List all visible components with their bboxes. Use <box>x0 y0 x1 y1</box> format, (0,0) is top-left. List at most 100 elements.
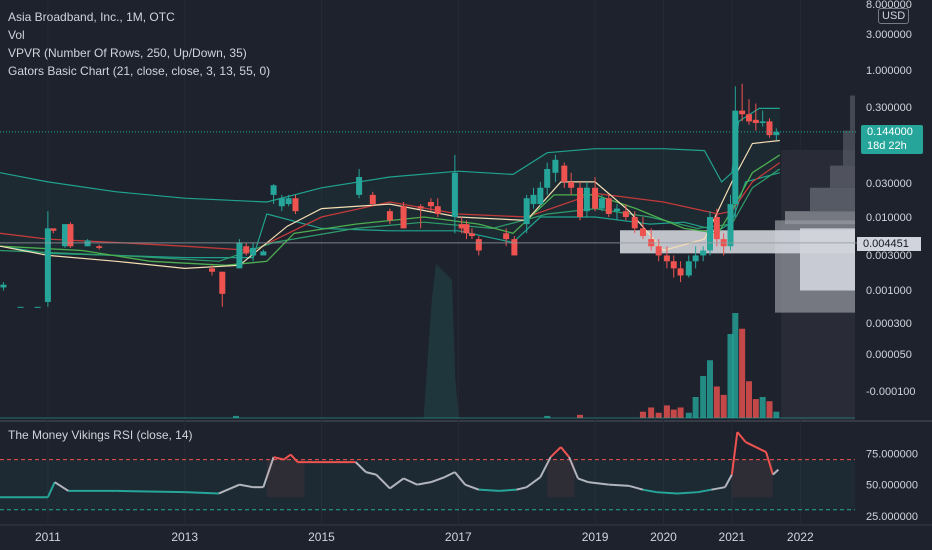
candle-body <box>752 119 759 124</box>
candle-body <box>613 208 620 212</box>
rsi-line-segment <box>417 481 432 486</box>
candle-body <box>631 217 638 229</box>
rsi-line-segment <box>403 477 418 486</box>
candle-body <box>511 239 518 256</box>
candle-body <box>568 181 575 188</box>
volume-bar <box>663 405 670 418</box>
candle-body <box>260 251 267 256</box>
rsi-overbought-shade <box>731 459 773 498</box>
volume-bar <box>745 381 752 418</box>
candle-body <box>732 110 739 205</box>
price-axis-label: 0.300000 <box>866 102 912 114</box>
candle-body <box>759 121 766 124</box>
candle-body <box>685 261 692 276</box>
candle-body <box>670 261 677 269</box>
rsi-line-segment <box>560 446 570 458</box>
volume-bar <box>739 328 746 418</box>
time-axis-label: 2017 <box>445 530 472 544</box>
candle-body <box>427 201 434 207</box>
legend-gators[interactable]: Gators Basic Chart (21, close, close, 3,… <box>8 64 271 78</box>
volume-bar <box>577 414 584 418</box>
candle-body <box>17 306 24 308</box>
volume-bar <box>700 376 707 418</box>
bar-countdown: 18d 22h <box>867 140 907 152</box>
rsi-line-segment <box>755 446 767 453</box>
candle-body <box>292 198 299 212</box>
rsi-line-segment <box>629 484 644 491</box>
candle-body <box>285 198 292 205</box>
volume-bar <box>648 407 655 418</box>
rsi-line-segment <box>289 453 299 463</box>
poc-level-tag: 0.004451 <box>857 237 921 251</box>
rsi-line-segment <box>656 491 678 495</box>
candle-body <box>250 247 257 256</box>
rsi-line-segment <box>365 471 377 476</box>
candle-body <box>458 224 465 229</box>
candle-body <box>219 271 226 294</box>
candle-body <box>561 165 568 182</box>
volume-bar <box>759 397 766 418</box>
last-price-tag: 0.144000 18d 22h <box>861 125 923 154</box>
candle-body <box>463 224 470 234</box>
rsi-line-segment <box>765 451 774 475</box>
time-axis-label: 2021 <box>719 530 746 544</box>
volume-bar <box>732 313 739 418</box>
band-fill <box>0 108 780 258</box>
candle-body <box>706 217 713 251</box>
volume-bar <box>685 412 692 418</box>
candle-body <box>356 177 363 195</box>
rsi-line-segment <box>730 431 739 475</box>
rsi-line-segment <box>283 453 292 461</box>
vpvr-block <box>620 230 855 254</box>
rsi-overbought-shade <box>266 459 305 498</box>
chart-legend: Asia Broadband, Inc., 1M, OTC Vol VPVR (… <box>8 8 270 80</box>
rsi-axis-label: 75.000000 <box>866 448 918 460</box>
candle-body <box>622 211 629 217</box>
candle-body <box>523 198 530 225</box>
candle-body <box>503 233 510 240</box>
rsi-line-segment <box>539 456 552 478</box>
candle-body <box>278 198 285 207</box>
ma-red-line <box>0 162 781 252</box>
rsi-axis-label: 25.000000 <box>866 511 918 523</box>
currency-badge[interactable]: USD <box>878 8 910 24</box>
vpvr-block <box>850 95 855 131</box>
price-axis-label: -0.000100 <box>866 386 916 398</box>
volume-bar <box>773 411 780 418</box>
rsi-legend[interactable]: The Money Vikings RSI (close, 14) <box>8 428 193 442</box>
vpvr-block <box>830 165 855 188</box>
candle-body <box>639 228 646 237</box>
candle-body <box>50 228 57 231</box>
candle-body <box>766 121 773 136</box>
symbol-title[interactable]: Asia Broadband, Inc., 1M, OTC <box>8 10 175 24</box>
candle-body <box>451 172 458 217</box>
last-price-value: 0.144000 <box>867 126 913 138</box>
candle-body <box>592 187 599 209</box>
rsi-line-segment <box>262 456 275 488</box>
rsi-line-segment <box>430 476 445 484</box>
price-axis-label: 8.000000 <box>866 0 912 11</box>
legend-vpvr[interactable]: VPVR (Number Of Rows, 250, Up/Down, 35) <box>8 46 247 60</box>
rsi-line-segment <box>516 486 527 491</box>
legend-vol[interactable]: Vol <box>8 28 25 42</box>
rsi-line-segment <box>499 488 517 492</box>
rsi-line-segment <box>745 441 757 448</box>
candle-body <box>209 268 216 272</box>
candle-body <box>243 246 250 254</box>
price-axis-label: 0.000300 <box>866 318 912 330</box>
candle-body <box>745 114 752 122</box>
price-axis-label: 0.001000 <box>866 285 912 297</box>
candle-body <box>577 187 584 217</box>
volume-bar <box>677 407 684 418</box>
volume-bar <box>752 399 759 418</box>
price-axis-label: 3.000000 <box>866 29 912 41</box>
rsi-line-segment <box>54 481 69 492</box>
candle-body <box>84 240 91 247</box>
rsi-line-segment <box>772 468 780 476</box>
candle-body <box>663 255 670 262</box>
rsi-line-segment <box>711 486 726 491</box>
rsi-line-segment <box>526 476 541 488</box>
rsi-line-segment <box>46 481 56 498</box>
